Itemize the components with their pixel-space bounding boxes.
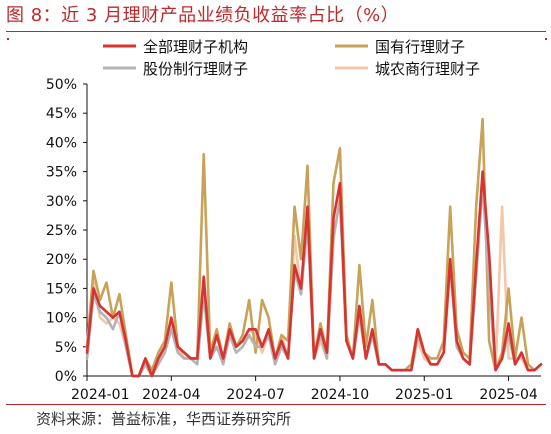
title-divider bbox=[6, 31, 546, 32]
y-tick-label: 5% bbox=[55, 340, 77, 356]
corner-dot-right bbox=[545, 38, 547, 40]
y-tick-label: 25% bbox=[46, 223, 77, 239]
y-tick-label: 35% bbox=[46, 165, 77, 181]
y-tick-label: 50% bbox=[46, 77, 77, 93]
y-tick-label: 10% bbox=[46, 311, 77, 327]
y-tick-label: 30% bbox=[46, 194, 77, 210]
legend-label-2: 股份制行理财子 bbox=[143, 60, 248, 78]
axes: 0% 5% 10% 15% 20% 25% 30% 35% 40% 45% 50% 2024-01 20… bbox=[46, 77, 541, 403]
legend-label-1: 国有行理财子 bbox=[375, 38, 465, 56]
series-line-0 bbox=[85, 170, 543, 378]
x-tick-label: 2024-01 bbox=[71, 387, 130, 403]
corner-dot-left bbox=[7, 38, 9, 40]
x-tick-label: 2025-04 bbox=[479, 387, 538, 403]
legend-label-3: 城农商行理财子 bbox=[375, 60, 480, 78]
x-tick-label: 2024-07 bbox=[226, 387, 285, 403]
footer-divider bbox=[6, 404, 546, 405]
legend-label-0: 全部理财子机构 bbox=[143, 38, 248, 56]
x-tick-label: 2024-04 bbox=[142, 387, 201, 403]
x-tick-label: 2025-01 bbox=[395, 387, 454, 403]
x-tick-label: 2024-10 bbox=[311, 387, 370, 403]
y-tick-label: 45% bbox=[46, 106, 77, 122]
y-tick-label: 40% bbox=[46, 135, 77, 151]
y-tick-label: 20% bbox=[46, 252, 77, 268]
y-tick-label: 0% bbox=[55, 369, 77, 385]
y-tick-label: 15% bbox=[46, 281, 77, 297]
source-note: 资料来源：普益标准，华西证券研究所 bbox=[36, 410, 292, 428]
chart-title: 图 8：近 3 月理财产品业绩负收益率占比（%） bbox=[6, 5, 400, 26]
series-layer bbox=[85, 117, 543, 378]
